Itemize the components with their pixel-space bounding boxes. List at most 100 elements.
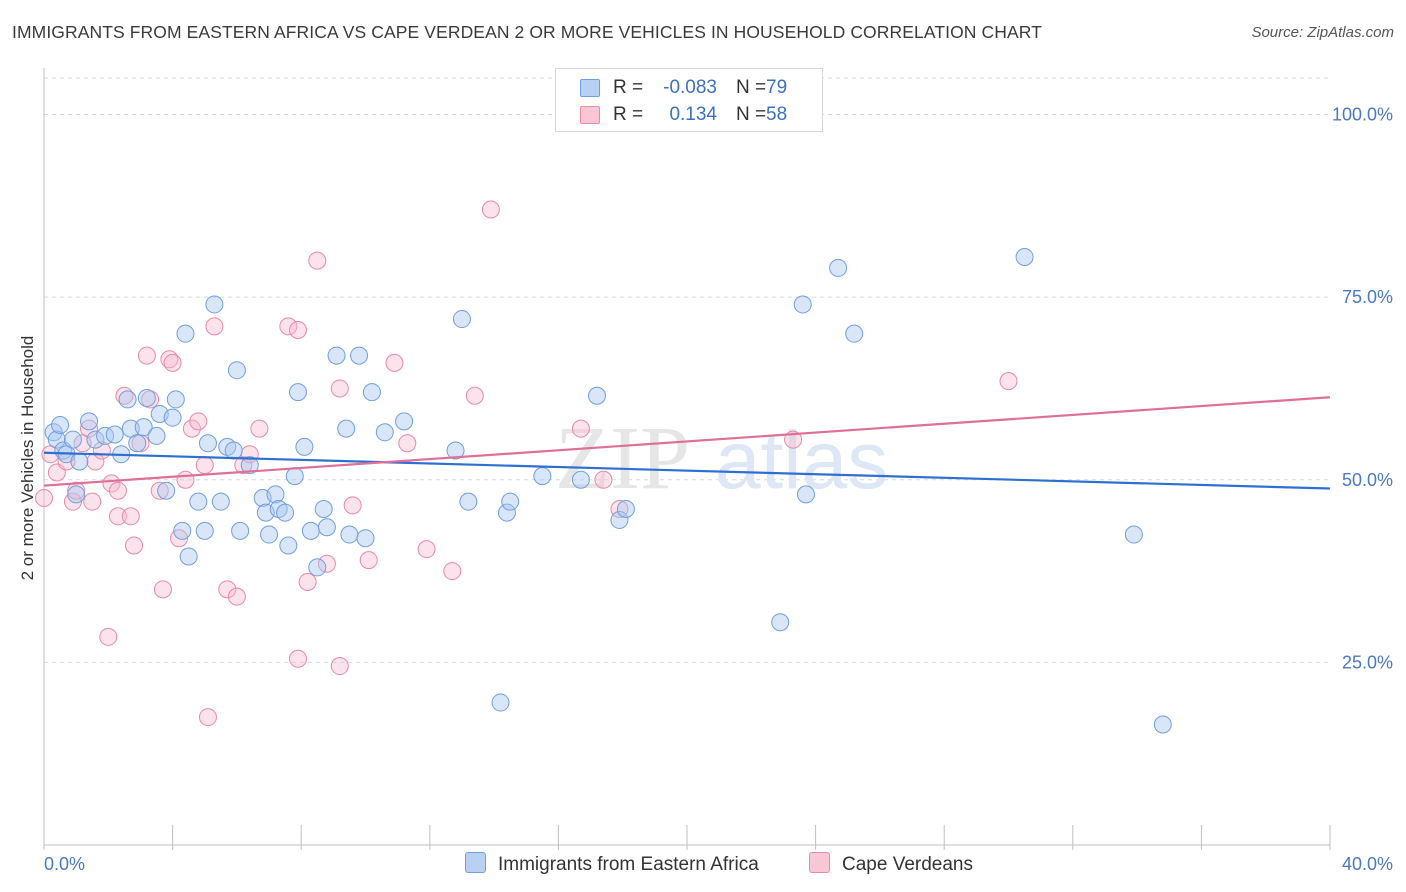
legend-n-label: N = bbox=[736, 104, 767, 125]
data-point-eastern-africa bbox=[497, 503, 516, 522]
data-point-eastern-africa bbox=[105, 425, 124, 444]
data-point-cape-verdeans bbox=[83, 492, 102, 511]
legend-swatch-pink bbox=[580, 106, 600, 124]
data-point-cape-verdeans bbox=[443, 562, 462, 581]
data-point-eastern-africa bbox=[86, 430, 105, 449]
data-point-cape-verdeans bbox=[176, 470, 195, 489]
data-point-eastern-africa bbox=[240, 456, 259, 475]
data-point-eastern-africa bbox=[446, 441, 465, 460]
series-cape-verdeans bbox=[35, 200, 1018, 727]
data-point-cape-verdeans bbox=[298, 573, 317, 592]
data-point-cape-verdeans bbox=[80, 419, 99, 438]
data-point-cape-verdeans bbox=[141, 390, 160, 409]
data-point-eastern-africa bbox=[260, 525, 279, 544]
data-point-cape-verdeans bbox=[417, 540, 436, 559]
data-point-cape-verdeans bbox=[481, 200, 500, 219]
data-point-eastern-africa bbox=[308, 558, 327, 577]
legend-label-eastern-africa: Immigrants from Eastern Africa bbox=[498, 854, 759, 875]
data-point-eastern-africa bbox=[587, 386, 606, 405]
data-point-cape-verdeans bbox=[398, 434, 417, 453]
data-point-cape-verdeans bbox=[35, 489, 53, 508]
data-point-eastern-africa bbox=[533, 467, 552, 486]
data-point-eastern-africa bbox=[340, 525, 359, 544]
data-point-cape-verdeans bbox=[137, 346, 156, 365]
data-point-eastern-africa bbox=[793, 295, 812, 314]
data-point-cape-verdeans bbox=[330, 379, 349, 398]
data-point-cape-verdeans bbox=[163, 353, 182, 372]
data-point-cape-verdeans bbox=[121, 507, 140, 526]
data-point-cape-verdeans bbox=[108, 507, 127, 526]
data-point-eastern-africa bbox=[356, 529, 375, 548]
data-point-eastern-africa bbox=[70, 452, 89, 471]
data-point-eastern-africa bbox=[295, 437, 314, 456]
data-point-eastern-africa bbox=[198, 434, 217, 453]
y-axis-label: 2 or more Vehicles in Household bbox=[18, 336, 37, 581]
data-point-eastern-africa bbox=[1153, 715, 1172, 734]
legend-r-value: 0.134 bbox=[669, 104, 717, 125]
data-point-eastern-africa bbox=[288, 383, 307, 402]
data-point-eastern-africa bbox=[301, 521, 320, 540]
stats-legend: R = -0.083 N = 79 R = 0.134 N = 58 bbox=[555, 68, 823, 132]
data-point-eastern-africa bbox=[327, 346, 346, 365]
x-tick-label: 0.0% bbox=[44, 854, 85, 874]
data-point-eastern-africa bbox=[227, 361, 246, 380]
series-eastern-africa bbox=[44, 247, 1172, 734]
data-point-eastern-africa bbox=[279, 536, 298, 555]
data-point-eastern-africa bbox=[231, 521, 250, 540]
data-point-cape-verdeans bbox=[115, 386, 134, 405]
data-point-eastern-africa bbox=[224, 441, 243, 460]
data-point-eastern-africa bbox=[452, 310, 471, 329]
data-point-cape-verdeans bbox=[288, 321, 307, 340]
data-point-eastern-africa bbox=[845, 324, 864, 343]
data-point-eastern-africa bbox=[118, 390, 137, 409]
trend-lines bbox=[43, 396, 1331, 490]
data-point-eastern-africa bbox=[395, 412, 414, 431]
data-point-eastern-africa bbox=[157, 481, 176, 500]
data-point-eastern-africa bbox=[459, 492, 478, 511]
data-point-cape-verdeans bbox=[279, 317, 298, 336]
data-point-eastern-africa bbox=[1124, 525, 1143, 544]
tick-labels: 25.0% 50.0% 75.0% 100.0% 0.0% 40.0% bbox=[44, 105, 1393, 874]
legend-r-label: R = bbox=[613, 104, 644, 125]
data-point-cape-verdeans bbox=[160, 350, 179, 369]
data-point-eastern-africa bbox=[173, 521, 192, 540]
y-tick-label: 100.0% bbox=[1332, 105, 1393, 125]
legend-r-label: R = bbox=[613, 77, 644, 98]
data-point-eastern-africa bbox=[147, 426, 166, 445]
data-point-cape-verdeans bbox=[385, 353, 404, 372]
data-point-eastern-africa bbox=[285, 467, 304, 486]
data-point-eastern-africa bbox=[96, 426, 115, 445]
data-point-cape-verdeans bbox=[288, 649, 307, 668]
axes bbox=[43, 68, 1331, 850]
data-point-cape-verdeans bbox=[86, 452, 105, 471]
data-point-eastern-africa bbox=[205, 295, 224, 314]
legend-n-value: 58 bbox=[766, 104, 788, 125]
y-tick-label: 75.0% bbox=[1342, 287, 1393, 307]
legend-item-cape-verdeans: Cape Verdeans bbox=[809, 852, 973, 876]
data-point-eastern-africa bbox=[211, 492, 230, 511]
data-point-eastern-africa bbox=[189, 492, 208, 511]
legend-n-label: N = bbox=[736, 77, 767, 98]
data-point-eastern-africa bbox=[179, 547, 198, 566]
data-point-eastern-africa bbox=[317, 518, 336, 537]
source-label: Source: ZipAtlas.com bbox=[1251, 24, 1394, 41]
data-point-cape-verdeans bbox=[227, 587, 246, 606]
legend-swatch-blue bbox=[580, 79, 600, 97]
data-point-cape-verdeans bbox=[594, 470, 613, 489]
data-point-cape-verdeans bbox=[205, 317, 224, 336]
data-point-eastern-africa bbox=[362, 383, 381, 402]
data-point-cape-verdeans bbox=[108, 481, 127, 500]
data-point-eastern-africa bbox=[163, 408, 182, 427]
legend-row-eastern-africa: R = -0.083 N = 79 bbox=[556, 73, 822, 101]
data-point-cape-verdeans bbox=[102, 474, 121, 493]
data-point-eastern-africa bbox=[350, 346, 369, 365]
data-point-eastern-africa bbox=[829, 258, 848, 277]
data-point-cape-verdeans bbox=[465, 386, 484, 405]
data-point-eastern-africa bbox=[1015, 247, 1034, 266]
data-point-eastern-africa bbox=[337, 419, 356, 438]
data-point-cape-verdeans bbox=[218, 580, 237, 599]
data-point-cape-verdeans bbox=[250, 419, 269, 438]
data-point-eastern-africa bbox=[616, 499, 635, 518]
data-point-eastern-africa bbox=[266, 485, 285, 504]
